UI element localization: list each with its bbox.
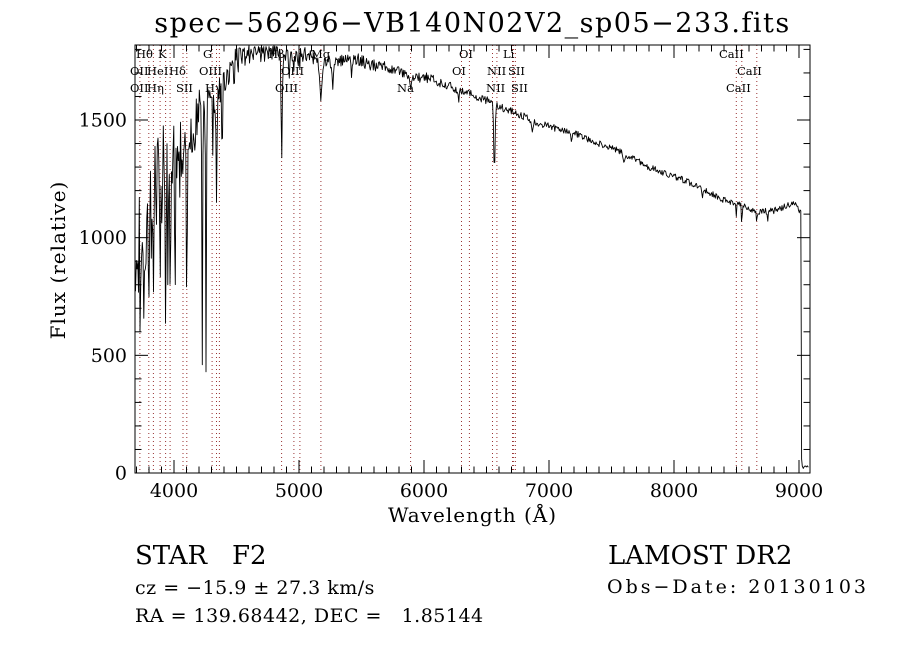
spectral-line-label: OII bbox=[130, 64, 149, 78]
y-tick-label: 500 bbox=[91, 345, 127, 367]
survey-text: LAMOST DR2 bbox=[608, 541, 793, 571]
x-tick-label: 9000 bbox=[775, 480, 823, 502]
ra-dec-text: RA = 139.68442, DEC = 1.85144 bbox=[135, 605, 484, 627]
spectral-line-label: OIII bbox=[199, 64, 222, 78]
spectral-line-label: NII bbox=[486, 81, 505, 95]
spectral-line-label: OI bbox=[459, 47, 473, 61]
spectral-marker-lines bbox=[139, 45, 758, 473]
page-title: spec−56296−VB140N02V2_sp05−233.fits bbox=[154, 8, 791, 39]
y-tick-label: 1500 bbox=[79, 110, 127, 132]
spectral-line-label: NII bbox=[487, 64, 506, 78]
spectral-line-label: SII bbox=[176, 81, 193, 95]
spectral-line-label: HeI bbox=[147, 64, 168, 78]
obs-date-text: Obs−Date: 20130103 bbox=[607, 576, 869, 598]
x-tick-label: 7000 bbox=[525, 480, 573, 502]
x-tick-label: 8000 bbox=[650, 480, 698, 502]
x-tick-label: 6000 bbox=[400, 480, 448, 502]
spectral-line-label: Hδ bbox=[169, 64, 186, 78]
y-tick-label: 1000 bbox=[79, 227, 127, 249]
spectral-line-label: SII bbox=[508, 64, 525, 78]
spectral-line-label: G bbox=[203, 47, 212, 61]
plot-frame bbox=[134, 44, 811, 474]
x-axis-label: Wavelength (Å) bbox=[387, 503, 558, 527]
x-tick-label: 5000 bbox=[275, 480, 323, 502]
spectral-line-label: Li bbox=[503, 47, 515, 61]
axis-ticks bbox=[135, 45, 810, 473]
spectral-line-label: OII bbox=[130, 81, 149, 95]
subclass-text: F2 bbox=[232, 541, 267, 571]
spectral-line-label: OIII bbox=[275, 81, 298, 95]
spectral-line-label: CaII bbox=[737, 64, 762, 78]
spectrum-path bbox=[135, 46, 809, 469]
spectral-line-label: CaII bbox=[719, 47, 744, 61]
object-class-text: STAR bbox=[135, 541, 208, 571]
y-tick-labels: 0 500 1000 1500 bbox=[79, 110, 127, 485]
spectral-line-label: SII bbox=[511, 81, 528, 95]
spectral-line-label: CaII bbox=[726, 81, 751, 95]
spectral-line-label: K bbox=[158, 47, 167, 61]
spectral-line-label: OI bbox=[452, 64, 466, 78]
x-tick-label: 4000 bbox=[150, 480, 198, 502]
x-tick-labels: 4000 5000 6000 7000 8000 9000 bbox=[150, 480, 823, 502]
spectral-line-label: OIII bbox=[281, 64, 304, 78]
spectral-line-label: Hη bbox=[147, 81, 164, 95]
y-tick-label: 0 bbox=[115, 463, 127, 485]
radial-velocity-text: cz = −15.9 ± 27.3 km/s bbox=[135, 577, 375, 599]
y-axis-label: Flux (relative) bbox=[46, 180, 70, 340]
